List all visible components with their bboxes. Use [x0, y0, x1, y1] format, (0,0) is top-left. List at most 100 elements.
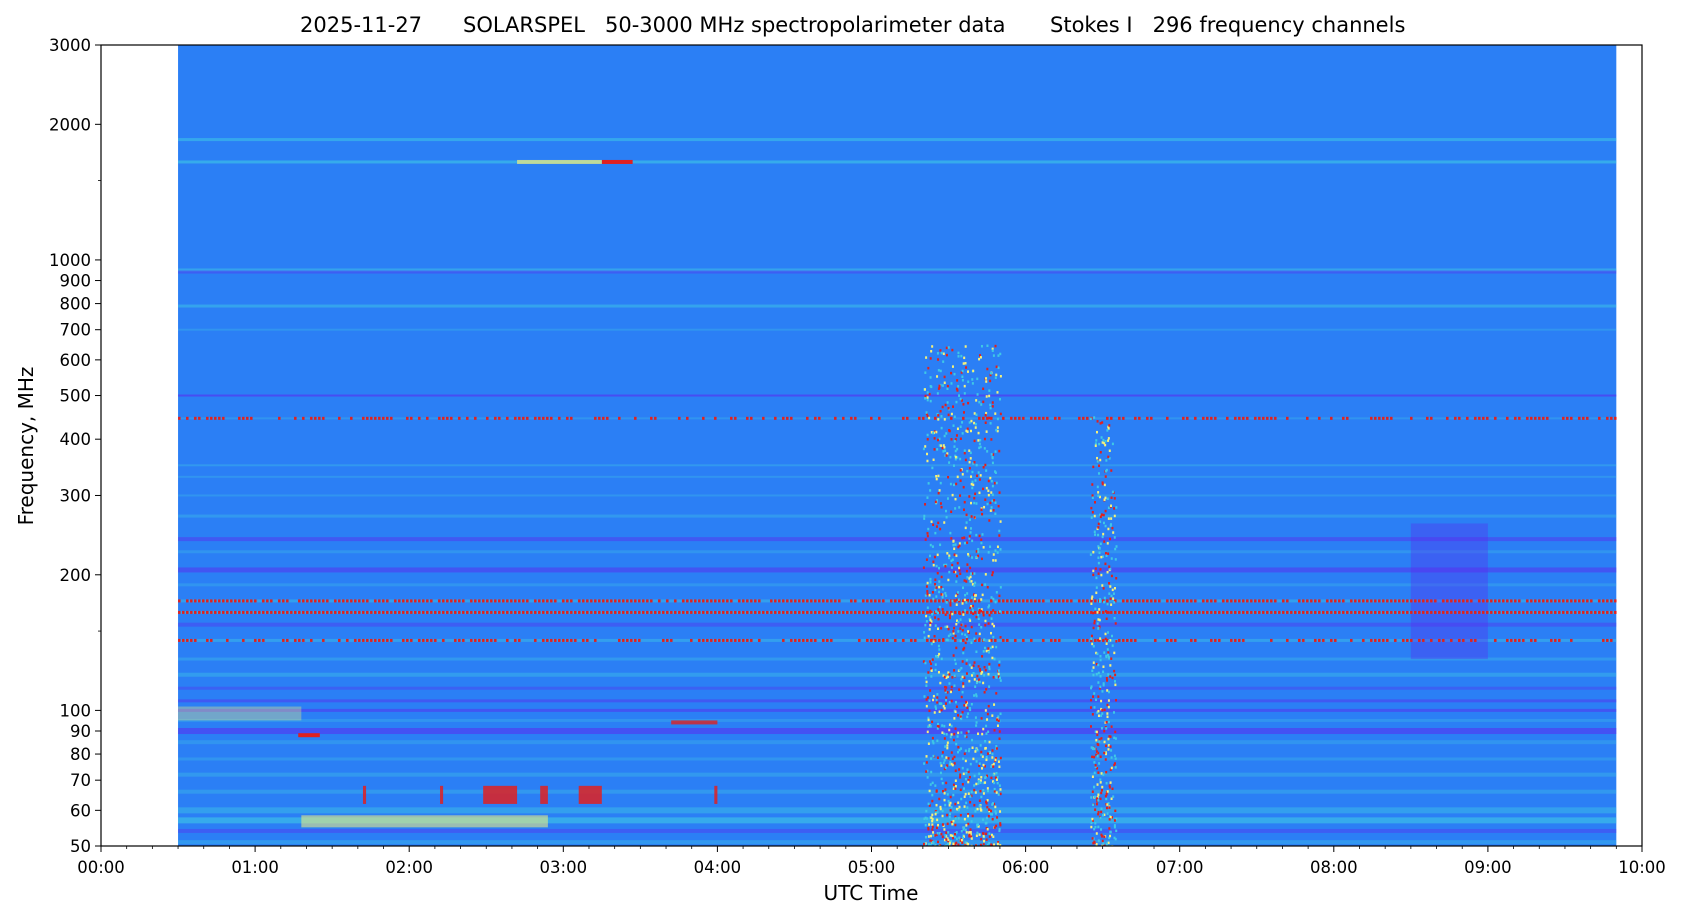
burst-speckle — [949, 809, 952, 812]
burst-speckle — [1101, 712, 1104, 715]
burst-speckle — [976, 377, 979, 381]
rfi-mark — [394, 610, 397, 614]
burst-speckle — [1110, 574, 1113, 578]
burst-speckle — [995, 676, 998, 679]
burst-speckle — [970, 790, 973, 794]
burst-speckle — [1113, 763, 1116, 767]
rfi-mark — [286, 599, 289, 603]
burst-speckle — [972, 369, 975, 373]
burst-speckle — [1114, 558, 1117, 561]
burst-speckle — [1101, 814, 1104, 817]
burst-speckle — [943, 434, 946, 438]
burst-speckle — [1112, 795, 1115, 798]
burst-speckle — [982, 650, 985, 653]
burst-speckle — [977, 779, 980, 783]
burst-speckle — [1105, 617, 1108, 621]
rfi-mark — [1110, 416, 1113, 420]
burst-speckle — [976, 807, 979, 811]
burst-speckle — [1105, 806, 1108, 810]
rfi-mark — [1050, 638, 1053, 642]
rfi-mark — [494, 638, 497, 642]
rfi-mark — [222, 610, 225, 614]
burst-speckle — [1110, 756, 1113, 759]
burst-speckle — [985, 380, 988, 383]
rfi-mark — [1530, 610, 1533, 614]
rfi-mark — [754, 610, 757, 614]
rfi-mark — [418, 638, 421, 642]
burst-speckle — [979, 781, 982, 784]
burst-speckle — [1092, 569, 1095, 573]
channel-band — [178, 138, 1617, 142]
burst-speckle — [976, 393, 979, 396]
burst-speckle — [965, 635, 968, 639]
burst-speckle — [970, 625, 973, 629]
rfi-mark — [1386, 599, 1389, 603]
rfi-mark — [1294, 610, 1297, 614]
rfi-mark — [1442, 610, 1445, 614]
rfi-mark — [602, 416, 605, 420]
burst-speckle — [935, 475, 938, 478]
burst-speckle — [929, 622, 932, 625]
burst-speckle — [978, 442, 981, 446]
rfi-mark — [1222, 610, 1225, 614]
rfi-mark — [1102, 610, 1105, 614]
burst-speckle — [1110, 469, 1113, 472]
rfi-mark — [1082, 610, 1085, 614]
burst-speckle — [957, 808, 960, 812]
burst-speckle — [957, 630, 960, 633]
burst-speckle — [946, 625, 949, 629]
rfi-mark — [1418, 610, 1421, 614]
burst-speckle — [996, 426, 999, 429]
burst-speckle — [951, 493, 954, 497]
rfi-mark — [1526, 610, 1529, 614]
burst-speckle — [1100, 828, 1103, 831]
burst-speckle — [979, 356, 982, 359]
rfi-mark — [594, 599, 597, 603]
burst-speckle — [962, 651, 965, 655]
burst-speckle — [937, 438, 940, 442]
burst-speckle — [941, 384, 944, 387]
rfi-mark — [1374, 599, 1377, 603]
rfi-mark — [786, 599, 789, 603]
burst-speckle — [942, 761, 945, 765]
rfi-mark — [962, 599, 965, 603]
rfi-mark — [682, 610, 685, 614]
rfi-mark — [1394, 638, 1397, 642]
rfi-mark — [1590, 610, 1593, 614]
burst-speckle — [1108, 836, 1111, 840]
burst-speckle — [1092, 573, 1095, 577]
burst-speckle — [924, 388, 927, 391]
burst-speckle — [1103, 596, 1106, 600]
rfi-mark — [1470, 599, 1473, 603]
burst-speckle — [1110, 504, 1113, 508]
burst-speckle — [926, 592, 929, 596]
burst-speckle — [1109, 567, 1112, 571]
burst-speckle — [978, 804, 981, 808]
rfi-mark — [978, 599, 981, 603]
rfi-mark — [990, 599, 993, 603]
burst-speckle — [987, 704, 990, 708]
rfi-mark — [962, 416, 965, 420]
burst-speckle — [931, 345, 934, 348]
rfi-mark — [366, 638, 369, 642]
burst-speckle — [1107, 748, 1110, 751]
rfi-mark — [1238, 610, 1241, 614]
burst-speckle — [961, 473, 964, 476]
burst-speckle — [1090, 698, 1093, 702]
burst-speckle — [927, 634, 930, 638]
burst-speckle — [1106, 497, 1109, 501]
burst-speckle — [983, 437, 986, 441]
burst-blip — [298, 733, 320, 738]
rfi-mark — [1458, 638, 1461, 642]
burst-speckle — [932, 694, 935, 698]
burst-speckle — [998, 491, 1001, 494]
rfi-mark — [942, 610, 945, 614]
burst-speckle — [924, 661, 927, 665]
burst-speckle — [959, 425, 962, 428]
burst-speckle — [951, 365, 954, 368]
rfi-mark — [1166, 610, 1169, 614]
rfi-mark — [1398, 610, 1401, 614]
rfi-mark — [402, 638, 405, 642]
burst-speckle — [966, 715, 969, 719]
burst-speckle — [924, 594, 927, 597]
